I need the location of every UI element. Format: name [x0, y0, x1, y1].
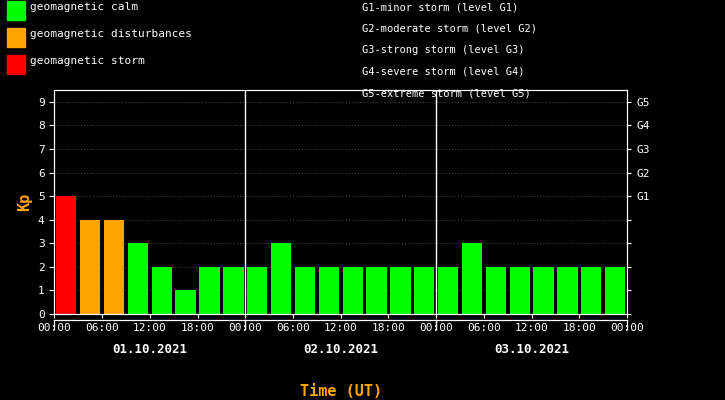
Text: geomagnetic disturbances: geomagnetic disturbances — [30, 29, 192, 39]
Bar — [128, 243, 148, 314]
Bar — [223, 267, 244, 314]
Bar — [247, 267, 268, 314]
Bar — [390, 267, 410, 314]
Bar — [199, 267, 220, 314]
Bar — [438, 267, 458, 314]
Bar — [56, 196, 76, 314]
Bar — [271, 243, 291, 314]
Text: geomagnetic storm: geomagnetic storm — [30, 56, 145, 66]
Bar — [319, 267, 339, 314]
Bar — [104, 220, 124, 314]
Text: 02.10.2021: 02.10.2021 — [303, 343, 378, 356]
Bar — [605, 267, 626, 314]
Text: 03.10.2021: 03.10.2021 — [494, 343, 569, 356]
Bar — [80, 220, 100, 314]
Bar — [152, 267, 172, 314]
Bar — [366, 267, 386, 314]
Bar — [510, 267, 530, 314]
Bar — [295, 267, 315, 314]
Bar — [414, 267, 434, 314]
Bar — [342, 267, 362, 314]
Text: G3-strong storm (level G3): G3-strong storm (level G3) — [362, 45, 525, 55]
Bar — [558, 267, 578, 314]
Text: G1-minor storm (level G1): G1-minor storm (level G1) — [362, 2, 519, 12]
Text: G4-severe storm (level G4): G4-severe storm (level G4) — [362, 67, 525, 77]
Text: 01.10.2021: 01.10.2021 — [112, 343, 187, 356]
Text: Time (UT): Time (UT) — [299, 384, 382, 399]
Y-axis label: Kp: Kp — [17, 193, 33, 211]
Bar — [175, 290, 196, 314]
Bar — [581, 267, 602, 314]
Text: G5-extreme storm (level G5): G5-extreme storm (level G5) — [362, 88, 531, 98]
Text: geomagnetic calm: geomagnetic calm — [30, 2, 138, 12]
Bar — [486, 267, 506, 314]
Bar — [462, 243, 482, 314]
Text: G2-moderate storm (level G2): G2-moderate storm (level G2) — [362, 24, 537, 34]
Bar — [534, 267, 554, 314]
